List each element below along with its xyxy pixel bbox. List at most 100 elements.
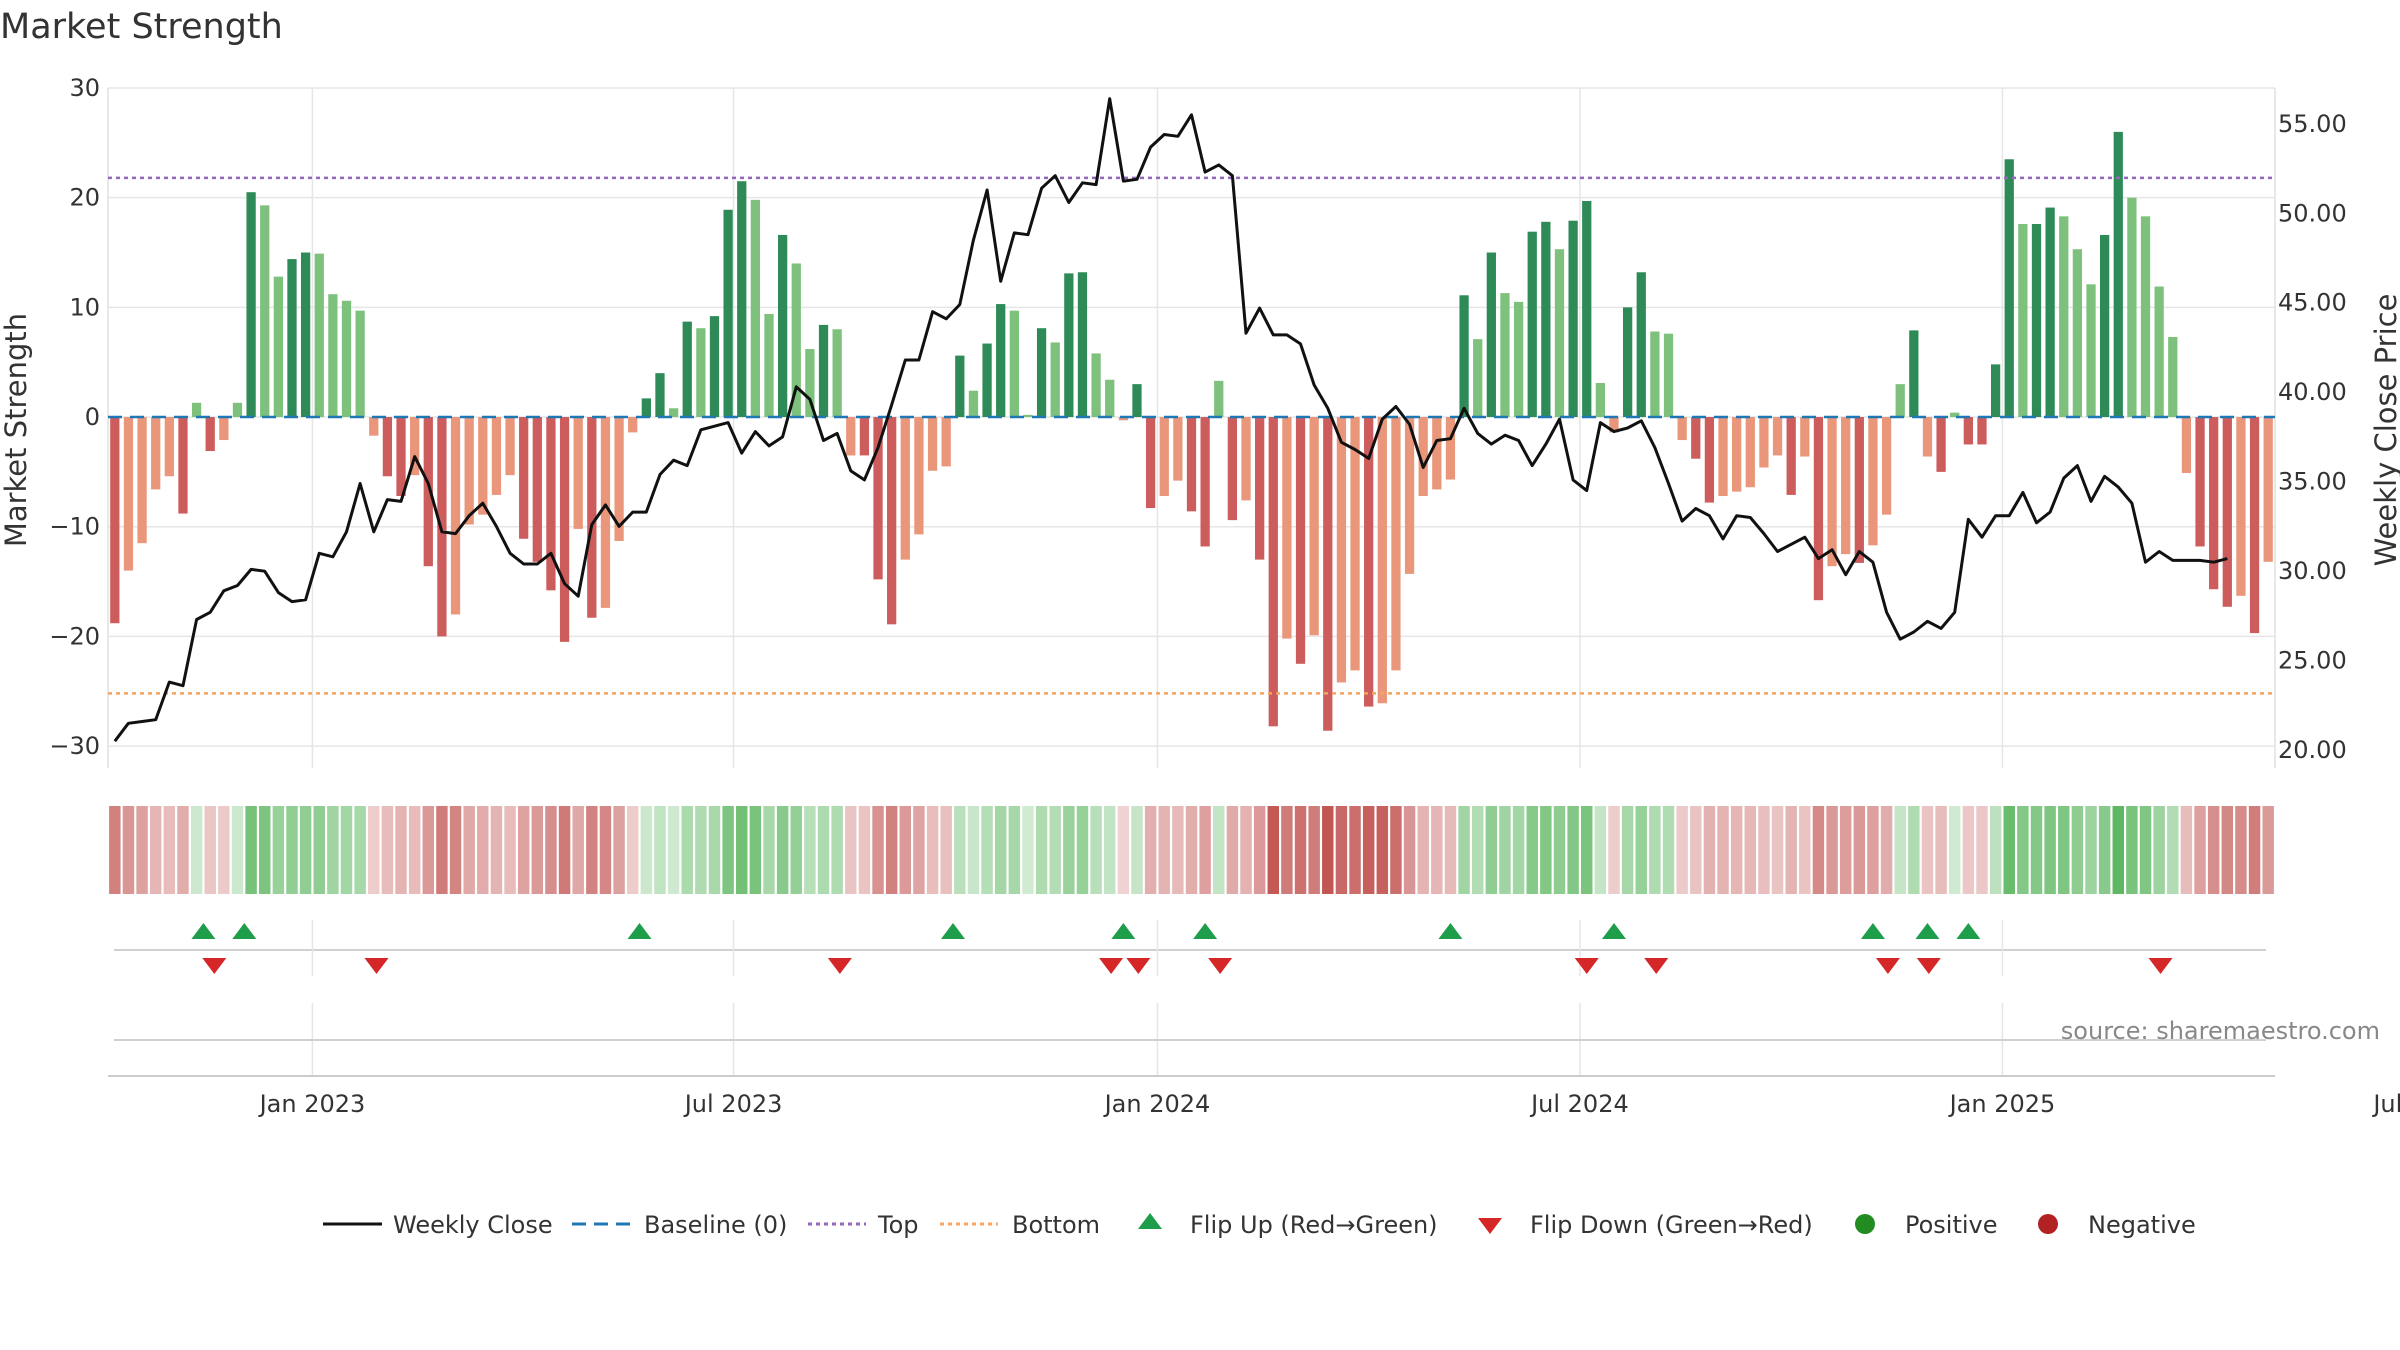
strip-cell bbox=[599, 806, 612, 894]
strength-bar bbox=[1173, 417, 1183, 481]
strength-bar bbox=[232, 402, 243, 418]
strip-cell bbox=[149, 806, 162, 894]
strip-cell bbox=[1948, 806, 1961, 894]
strength-bar bbox=[2195, 417, 2205, 547]
strength-bar bbox=[1077, 272, 1088, 418]
strip-cell bbox=[1172, 806, 1184, 894]
strength-bar bbox=[1295, 417, 1306, 664]
strength-bar bbox=[1909, 330, 1919, 418]
strip-cell bbox=[954, 806, 966, 894]
strip-cell bbox=[1989, 806, 2002, 894]
strip-cell bbox=[1213, 806, 1225, 894]
left-axis-label: Market Strength bbox=[0, 313, 33, 547]
strip-cell bbox=[327, 806, 339, 894]
strength-bar bbox=[791, 263, 801, 418]
left-tick-label: 0 bbox=[85, 403, 100, 431]
strip-cell bbox=[1785, 806, 1797, 894]
strip-cell bbox=[408, 806, 421, 894]
strength-bar bbox=[832, 329, 842, 418]
strip-cell bbox=[1676, 806, 1688, 894]
strip-cell bbox=[340, 806, 353, 894]
strip-cell bbox=[1499, 806, 1511, 894]
strength-bar bbox=[2086, 284, 2096, 418]
strip-cell bbox=[2030, 806, 2043, 894]
strip-cell bbox=[395, 806, 407, 894]
strip-cell bbox=[2003, 806, 2015, 894]
right-tick-label: 45.00 bbox=[2278, 289, 2347, 317]
strip-cell bbox=[1567, 806, 1579, 894]
strip-cell bbox=[1022, 806, 1034, 894]
flip-down-marker bbox=[827, 958, 852, 974]
strip-cell bbox=[1812, 806, 1825, 894]
main-grid bbox=[107, 87, 2276, 768]
strip-cell bbox=[1485, 806, 1498, 894]
x-tick-label: Jul 2023 bbox=[683, 1090, 783, 1118]
source-label: source: sharemaestro.com bbox=[2061, 1017, 2380, 1045]
strip-cell bbox=[586, 806, 598, 894]
strength-bar bbox=[1950, 412, 1960, 418]
left-tick-label: 10 bbox=[69, 293, 100, 321]
strip-cell bbox=[1594, 806, 1607, 894]
strip-cell bbox=[177, 806, 189, 894]
strength-bar bbox=[164, 417, 174, 477]
strength-bar bbox=[1854, 417, 1864, 563]
strip-cell bbox=[1240, 806, 1252, 894]
flip-down-marker bbox=[202, 958, 227, 974]
strip-cell bbox=[1908, 806, 1920, 894]
strength-bar bbox=[1936, 417, 1946, 472]
strength-bar bbox=[1418, 417, 1428, 496]
strip-cell bbox=[858, 806, 871, 894]
strength-bar bbox=[1568, 220, 1578, 418]
strength-bar bbox=[1309, 417, 1319, 636]
legend-bottom: Bottom bbox=[1012, 1211, 1100, 1239]
strip-cell bbox=[1322, 806, 1334, 894]
strip-cell bbox=[1962, 806, 1975, 894]
legend: Weekly Close Baseline (0) Top Bottom Fli… bbox=[323, 1211, 2196, 1239]
strength-bar bbox=[519, 417, 529, 539]
strip-cell bbox=[763, 806, 775, 894]
strength-bar bbox=[1718, 417, 1728, 496]
flip-down-marker bbox=[364, 958, 389, 974]
strip-cell bbox=[1090, 806, 1102, 894]
strength-bar bbox=[887, 417, 897, 625]
strip-cell bbox=[449, 806, 462, 894]
strength-bar bbox=[191, 402, 202, 418]
strip-cell bbox=[490, 806, 503, 894]
strength-bar bbox=[2181, 417, 2192, 473]
strength-bar bbox=[668, 408, 679, 418]
strip-cell bbox=[1158, 806, 1170, 894]
strip-cell bbox=[885, 806, 898, 894]
strength-bar bbox=[478, 417, 488, 515]
right-tick-label: 55.00 bbox=[2278, 110, 2347, 138]
x-tick-label: Jan 2024 bbox=[1103, 1090, 1211, 1118]
strip-cell bbox=[640, 806, 653, 894]
strip-cell bbox=[2085, 806, 2097, 894]
strength-bar bbox=[764, 313, 774, 418]
strength-bar bbox=[737, 181, 747, 418]
strength-bar bbox=[1036, 328, 1047, 418]
strength-bar bbox=[314, 253, 324, 418]
strip-cell bbox=[2126, 806, 2138, 894]
flip-up-marker bbox=[232, 923, 257, 939]
strength-bar bbox=[1432, 417, 1442, 490]
strip-cell bbox=[831, 806, 843, 894]
strip-cell bbox=[1035, 806, 1048, 894]
strip-cell bbox=[1649, 806, 1661, 894]
strip-cell bbox=[1362, 806, 1375, 894]
strip-cell bbox=[2207, 806, 2220, 894]
strength-bar bbox=[914, 417, 924, 535]
strip-cell bbox=[1799, 806, 1811, 894]
strength-bar bbox=[1772, 417, 1783, 456]
strength-bar bbox=[2059, 216, 2069, 418]
strength-bar bbox=[546, 417, 556, 591]
strength-bar bbox=[219, 417, 229, 441]
strength-bar bbox=[287, 259, 297, 418]
right-tick-label: 30.00 bbox=[2278, 557, 2347, 585]
price-line-group bbox=[113, 97, 2228, 743]
strip-cell bbox=[545, 806, 557, 894]
strip-cell bbox=[1976, 806, 1988, 894]
strength-bar bbox=[1582, 200, 1592, 418]
weekly-close-line bbox=[113, 97, 2228, 743]
right-tick-label: 40.00 bbox=[2278, 378, 2347, 406]
strip-cell bbox=[981, 806, 993, 894]
